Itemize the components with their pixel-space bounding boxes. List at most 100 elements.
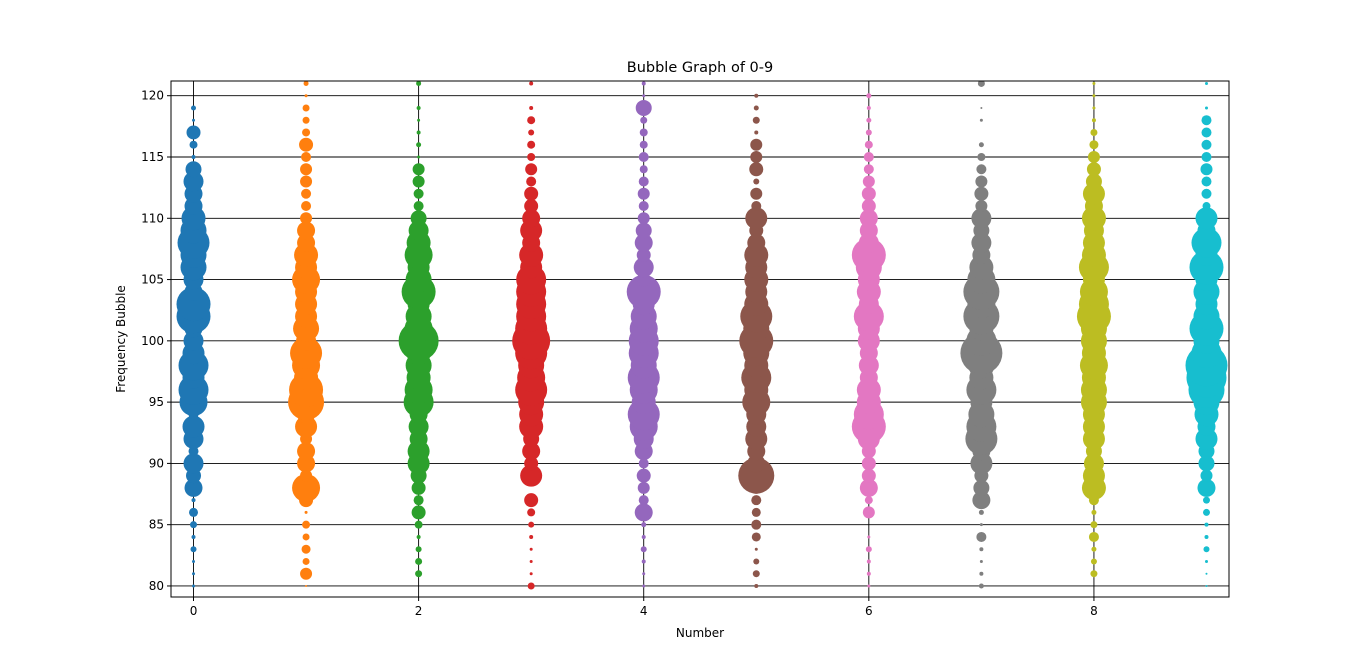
bubble xyxy=(520,464,543,487)
bubble xyxy=(638,201,649,212)
bubble xyxy=(191,154,196,159)
bubble xyxy=(191,105,197,111)
bubble xyxy=(751,507,761,517)
bubble xyxy=(185,161,202,178)
bubble xyxy=(754,583,759,588)
bubble xyxy=(182,415,205,438)
bubble xyxy=(642,94,646,98)
bubble xyxy=(972,491,991,510)
bubble xyxy=(640,116,648,124)
bubble xyxy=(302,128,311,137)
bubble xyxy=(979,523,983,527)
bubble xyxy=(865,129,872,136)
bubble xyxy=(192,584,196,588)
bubble xyxy=(751,201,762,212)
bubble xyxy=(1202,202,1211,211)
bubble xyxy=(1202,496,1210,504)
bubble xyxy=(1201,151,1212,162)
bubble xyxy=(979,571,984,576)
bubble xyxy=(976,164,987,175)
bubble xyxy=(639,140,648,149)
bubble xyxy=(1200,469,1213,482)
bubble xyxy=(416,105,421,110)
bubble xyxy=(867,535,871,539)
x-axis: 0 2 4 6 8 xyxy=(190,597,1098,618)
bubble xyxy=(300,567,313,580)
bubble xyxy=(636,468,651,483)
bubble xyxy=(977,152,986,161)
bubble xyxy=(861,186,876,201)
bubble xyxy=(1083,453,1104,474)
bubble xyxy=(190,546,197,553)
bubble xyxy=(978,583,984,589)
bubble xyxy=(1204,81,1208,85)
bubble xyxy=(754,547,758,551)
bubble xyxy=(526,176,537,187)
bubble xyxy=(867,584,871,588)
bubble xyxy=(411,505,426,520)
bubble xyxy=(529,534,534,539)
bubble xyxy=(297,221,316,240)
bubble xyxy=(525,163,538,176)
bubble xyxy=(753,178,760,185)
bubble xyxy=(1085,173,1102,190)
bubble xyxy=(1090,570,1098,578)
bubble xyxy=(527,508,536,517)
bubble xyxy=(1088,531,1099,542)
x-tick-label: 2 xyxy=(415,604,423,618)
bubble xyxy=(302,557,310,565)
bubble xyxy=(638,176,649,187)
bubble xyxy=(416,81,422,86)
bubble xyxy=(176,287,211,322)
bubble xyxy=(859,478,878,497)
bubble-series-0 xyxy=(176,105,211,588)
bubble xyxy=(1204,559,1208,563)
bubble xyxy=(1090,558,1097,565)
bubble xyxy=(1200,163,1213,176)
bubble xyxy=(417,155,421,159)
bubble xyxy=(862,175,875,188)
bubble xyxy=(1205,572,1208,575)
bubble xyxy=(749,162,764,177)
x-tick-label: 4 xyxy=(640,604,648,618)
bubble xyxy=(304,510,308,514)
bubble xyxy=(302,533,310,541)
bubble xyxy=(292,473,321,502)
bubble xyxy=(192,572,196,576)
bubble xyxy=(413,495,424,506)
bubble xyxy=(1092,81,1096,85)
bubble xyxy=(1092,94,1096,98)
bubble xyxy=(529,547,533,551)
bubble xyxy=(750,138,763,151)
bubble xyxy=(1205,584,1208,587)
bubble xyxy=(191,498,196,503)
bubble xyxy=(1091,509,1097,515)
bubble xyxy=(637,187,650,200)
y-tick-label: 80 xyxy=(149,579,164,593)
bubble xyxy=(301,544,311,554)
bubble xyxy=(415,546,422,553)
bubble xyxy=(1089,140,1099,150)
bubble xyxy=(1204,522,1209,527)
bubble xyxy=(640,546,647,553)
bubble xyxy=(416,130,421,135)
bubble xyxy=(524,456,539,471)
bubble xyxy=(527,140,536,149)
bubble xyxy=(410,210,427,227)
y-tick-label: 110 xyxy=(141,211,164,225)
bubble xyxy=(190,521,198,529)
bubble xyxy=(417,118,421,122)
bubble xyxy=(745,207,768,230)
bubble xyxy=(639,128,648,137)
bubble xyxy=(415,570,423,578)
bubble-series-5 xyxy=(738,93,775,588)
bubble xyxy=(638,151,649,162)
chart-title: Bubble Graph of 0-9 xyxy=(627,60,773,76)
bubble xyxy=(634,503,653,522)
bubble xyxy=(978,509,984,515)
bubble xyxy=(973,479,990,496)
bubble xyxy=(866,571,871,576)
x-axis-title: Number xyxy=(676,626,724,640)
bubble xyxy=(1091,118,1096,123)
